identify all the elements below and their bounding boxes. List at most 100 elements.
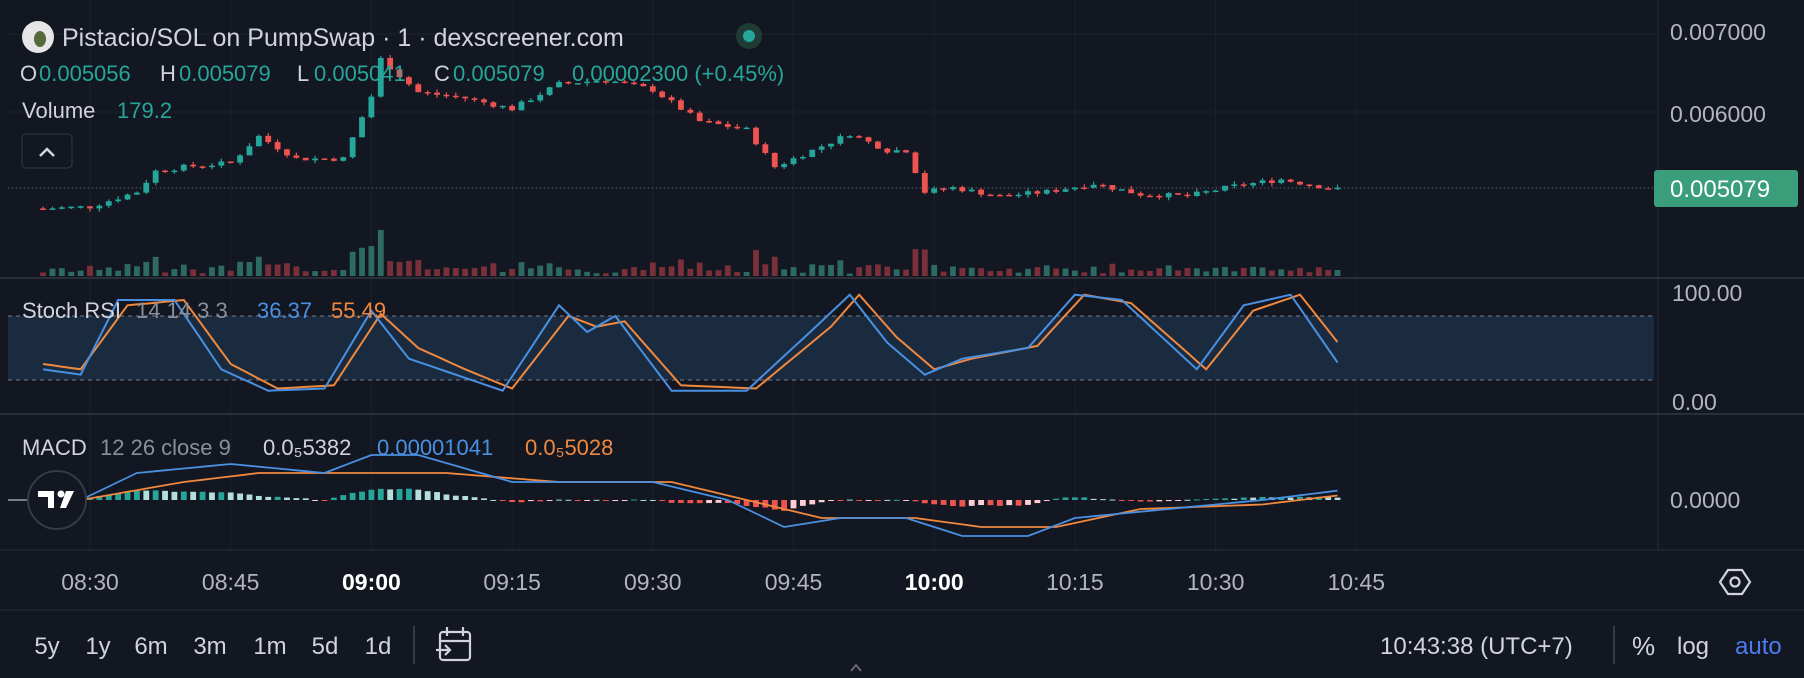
macd-histogram-bar [968,500,975,506]
volume-bar [1297,268,1303,276]
candle-body [180,164,187,171]
macd-line [80,454,1338,537]
candle-body [950,187,956,190]
volume-bar [321,270,328,276]
tradingview-logo[interactable] [27,470,87,530]
range-button-1d[interactable]: 1d [365,633,392,660]
candle-body [631,82,637,85]
volume-bar [1222,266,1228,276]
macd-histogram-bar [687,500,694,504]
settings-hexagon-icon[interactable] [1718,568,1752,596]
range-button-3m[interactable]: 3m [193,633,226,660]
candle-body [1175,193,1181,195]
expand-panel-icon[interactable] [850,663,862,672]
macd-histogram-bar [1325,497,1332,500]
time-axis[interactable]: 08:30 08:45 09:00 09:15 09:30 09:45 10:00 10:15… [61,569,1385,595]
volume-bar [509,269,516,276]
range-button-5y[interactable]: 5y [34,633,59,660]
macd-histogram-bar [509,500,516,503]
macd-histogram-bar [1053,498,1060,500]
range-button-6m[interactable]: 6m [134,633,167,660]
auto-scale-toggle[interactable]: auto [1735,633,1782,660]
stoch-axis[interactable]: 100.00 0.00 [1672,280,1742,415]
volume-bar [1090,266,1097,276]
percent-scale-toggle[interactable]: % [1632,631,1655,661]
range-button-5d[interactable]: 5d [312,633,339,660]
last-price-badge [1654,170,1798,207]
macd-histogram-bar [1100,499,1106,501]
candle-body [1137,193,1144,196]
goto-date-button[interactable] [436,627,472,662]
stoch-d-line [42,293,1339,390]
log-scale-toggle[interactable]: log [1677,633,1709,660]
range-button-1y[interactable]: 1y [85,633,110,660]
candle-body [621,81,628,84]
market-status-dot [743,30,755,42]
volume-bar [49,268,56,276]
volume-bar [77,270,84,276]
candle-body [574,83,581,85]
volume-label: Volume [22,98,95,123]
volume-bar [790,267,797,276]
collapse-legend-button[interactable] [21,133,73,169]
candle-body [424,92,431,94]
volume-bar [152,256,159,276]
macd-axis[interactable]: 0.0000 [1670,487,1740,513]
symbol-legend: Pistacio/SOL on PumpSwap · 1 · dexscreen… [22,21,762,53]
volume-bar [58,268,65,276]
candle-body [58,207,65,209]
candle-body [865,137,872,142]
macd-axis-tick: 0.0000 [1670,487,1740,513]
volume-bar [631,266,637,276]
candle-body [396,69,403,78]
time-label: 09:30 [624,569,682,595]
volume-bar [537,265,544,276]
macd-histogram-bar [1334,497,1341,500]
candle-body [218,161,225,166]
volume-bar [753,250,759,276]
clock[interactable]: 10:43:38 (UTC+7) [1380,633,1573,660]
volume-bar [490,263,497,276]
time-label: 09:15 [483,569,541,595]
range-selector[interactable]: 5y 1y 6m 3m 1m 5d 1d [34,633,391,660]
macd-histogram-bar [190,491,197,500]
volume-bar [359,247,365,276]
volume-bar [546,263,553,276]
volume-bar [799,272,806,276]
stoch-axis-tick: 0.00 [1672,389,1717,415]
volume-bar [1175,270,1181,276]
last-price-label: 0.005079 [1654,170,1798,207]
candle-body [340,157,347,161]
volume-bar [377,229,384,276]
candle-body [462,96,469,99]
candle-body [837,136,844,144]
macd-histogram-bar [424,491,431,500]
tradingview-logo-frame[interactable] [27,470,87,530]
macd-histogram-bar [87,498,93,500]
candle-body [1193,191,1200,196]
macd-histogram-bar [724,500,731,503]
candle-body [790,158,797,165]
macd-histogram-bar [537,500,544,502]
volume-bar [884,266,891,276]
candle-body [612,81,619,84]
chart-settings-button[interactable] [1718,568,1752,596]
collapse-legend-frame[interactable] [21,133,73,169]
chevron-up-icon[interactable] [39,147,55,157]
macd-histogram-bar [349,492,356,500]
volume-bar [115,270,122,276]
volume-bar [171,269,178,276]
calendar-goto-icon[interactable] [436,627,472,662]
range-button-1m[interactable]: 1m [253,633,286,660]
volume-bar [678,259,684,276]
candle-body [1240,184,1247,186]
macd-histogram-bar [678,500,684,503]
volume-bar [602,273,609,276]
price-axis[interactable]: 0.007000 0.006000 [1670,19,1766,127]
macd-histogram-bar [931,500,938,505]
price-tick: 0.006000 [1670,101,1766,127]
candle-body [1147,195,1153,198]
candle-body [649,86,656,92]
macd-histogram-bar [1250,497,1257,500]
